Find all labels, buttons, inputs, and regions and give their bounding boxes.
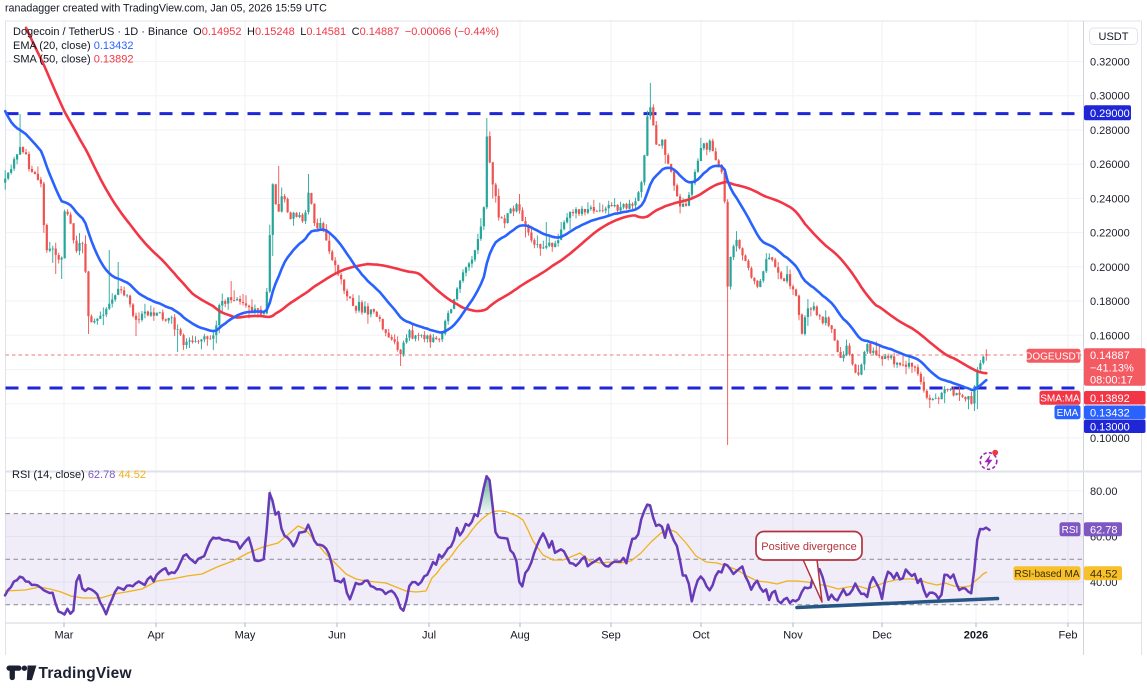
svg-text:08:00:17: 08:00:17 — [1090, 375, 1133, 387]
svg-text:0.18000: 0.18000 — [1090, 296, 1130, 308]
svg-text:TradingView: TradingView — [39, 665, 133, 682]
svg-text:Aug: Aug — [510, 630, 530, 642]
svg-text:0.29000: 0.29000 — [1090, 108, 1130, 120]
svg-text:0.14887: 0.14887 — [1090, 350, 1130, 362]
svg-text:0.32000: 0.32000 — [1090, 57, 1130, 69]
svg-text:EMA (20, close) 0.13432: EMA (20, close) 0.13432 — [13, 40, 133, 52]
svg-text:80.00: 80.00 — [1090, 486, 1118, 498]
svg-text:62.78: 62.78 — [1090, 524, 1118, 536]
svg-text:RSI: RSI — [1062, 525, 1079, 536]
svg-text:−41.13%: −41.13% — [1090, 363, 1134, 375]
svg-text:0.13892: 0.13892 — [1090, 393, 1130, 405]
svg-text:0.24000: 0.24000 — [1090, 193, 1130, 205]
svg-text:Dogecoin / TetherUS · 1D · Bin: Dogecoin / TetherUS · 1D · Binance O0.14… — [13, 26, 499, 38]
svg-text:Apr: Apr — [147, 630, 164, 642]
svg-text:0.22000: 0.22000 — [1090, 228, 1130, 240]
svg-text:0.30000: 0.30000 — [1090, 91, 1130, 103]
svg-text:Positive divergence: Positive divergence — [761, 541, 856, 553]
svg-text:Dec: Dec — [872, 630, 892, 642]
svg-text:Oct: Oct — [692, 630, 709, 642]
svg-text:Jun: Jun — [328, 630, 346, 642]
svg-text:0.13000: 0.13000 — [1090, 421, 1130, 433]
svg-text:USDT: USDT — [1099, 31, 1129, 43]
svg-text:RSI-based MA: RSI-based MA — [1014, 569, 1079, 580]
svg-text:0.20000: 0.20000 — [1090, 262, 1130, 274]
svg-text:0.13432: 0.13432 — [1090, 407, 1130, 419]
svg-text:Mar: Mar — [55, 630, 74, 642]
svg-text:Nov: Nov — [783, 630, 803, 642]
svg-text:Jul: Jul — [422, 630, 436, 642]
svg-text:0.28000: 0.28000 — [1090, 125, 1130, 137]
svg-text:44.52: 44.52 — [1090, 568, 1118, 580]
svg-text:0.16000: 0.16000 — [1090, 330, 1130, 342]
svg-text:Sep: Sep — [601, 630, 621, 642]
svg-text:May: May — [235, 630, 256, 642]
svg-text:SMA (50, close) 0.13892: SMA (50, close) 0.13892 — [13, 54, 133, 66]
svg-text:RSI (14, close) 62.78 44.52: RSI (14, close) 62.78 44.52 — [12, 469, 146, 481]
svg-text:EMA: EMA — [1057, 408, 1079, 419]
svg-text:Feb: Feb — [1059, 630, 1078, 642]
svg-text:ranadagger created with Tradin: ranadagger created with TradingView.com,… — [5, 3, 327, 15]
svg-text:0.26000: 0.26000 — [1090, 159, 1130, 171]
svg-text:0.10000: 0.10000 — [1090, 433, 1130, 445]
svg-text:DOGEUSDT: DOGEUSDT — [1025, 351, 1082, 362]
svg-text:2026: 2026 — [964, 630, 988, 642]
svg-text:SMA:MA: SMA:MA — [1040, 393, 1080, 404]
